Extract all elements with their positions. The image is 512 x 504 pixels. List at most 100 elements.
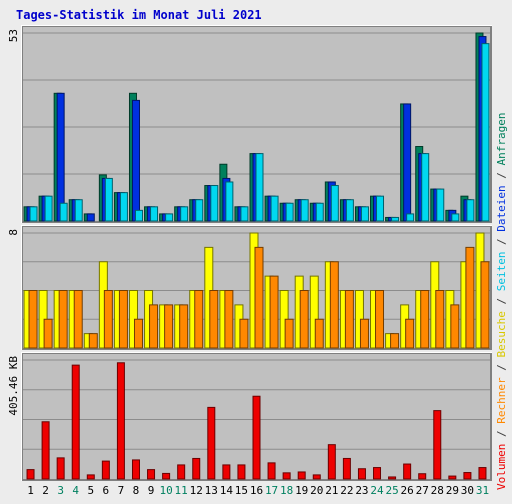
bar-rechner-day-24 <box>375 290 385 349</box>
bar-seiten-day-19 <box>300 199 309 222</box>
bar-seiten-day-24 <box>376 195 385 222</box>
bar-rechner-day-25 <box>390 333 400 349</box>
x-tick-label-day-8: 8 <box>133 484 140 497</box>
panel-max-label: 405.46 KB <box>7 356 20 416</box>
bar-volumen-day-24 <box>373 467 382 480</box>
bar-rechner-day-20 <box>314 318 324 349</box>
bar-rechner-day-22 <box>344 290 354 349</box>
bar-seiten-day-10 <box>165 213 174 222</box>
bar-volumen-day-19 <box>297 471 306 480</box>
x-tick-label-day-19: 19 <box>295 484 308 497</box>
right-legend-item: Anfragen <box>495 112 508 172</box>
bar-volumen-day-11 <box>177 464 186 480</box>
bar-seiten-day-9 <box>150 206 159 222</box>
x-tick-label-day-7: 7 <box>118 484 125 497</box>
bar-rechner-day-21 <box>329 261 339 349</box>
bar-seiten-day-6 <box>104 177 113 222</box>
bar-rechner-day-31 <box>480 261 490 349</box>
x-tick-label-day-22: 22 <box>340 484 353 497</box>
bar-rechner-day-4 <box>73 290 83 349</box>
bar-dateien-day-5 <box>86 213 95 222</box>
bar-volumen-day-6 <box>101 460 110 480</box>
bar-besuche-day-20 <box>309 275 319 349</box>
bar-seiten-day-26 <box>406 213 415 222</box>
x-tick-label-day-4: 4 <box>72 484 79 497</box>
x-tick-label-day-12: 12 <box>190 484 203 497</box>
bar-volumen-day-23 <box>357 468 366 480</box>
bar-seiten-day-14 <box>225 181 234 222</box>
bar-volumen-day-1 <box>26 469 35 480</box>
bar-volumen-day-14 <box>222 464 231 480</box>
bar-volumen-day-8 <box>131 459 140 480</box>
x-tick-label-day-27: 27 <box>416 484 429 497</box>
bar-seiten-day-3 <box>59 202 68 222</box>
x-tick-label-day-28: 28 <box>431 484 444 497</box>
panel-visits: 8 <box>7 225 492 350</box>
x-tick-label-day-5: 5 <box>87 484 94 497</box>
right-legend-labels: Volumen / Rechner / Besuche / Seiten / D… <box>495 112 508 490</box>
bar-seiten-day-2 <box>44 195 53 222</box>
bar-rechner-day-28 <box>435 290 445 349</box>
right-legend-item: Seiten <box>495 252 508 298</box>
bar-seiten-day-21 <box>330 185 339 222</box>
x-tick-label-day-1: 1 <box>27 484 34 497</box>
x-tick-label-day-2: 2 <box>42 484 49 497</box>
panel-max-label: 53 <box>7 29 20 42</box>
bar-rechner-day-12 <box>194 290 204 349</box>
bar-dateien-day-3 <box>56 92 65 222</box>
bar-seiten-day-27 <box>421 153 430 222</box>
bar-rechner-day-23 <box>359 318 369 349</box>
right-legend-item: / <box>495 238 508 251</box>
right-legend-item: / <box>495 298 508 311</box>
x-tick-label-day-9: 9 <box>148 484 155 497</box>
bar-volumen-day-17 <box>267 462 276 480</box>
bar-volumen-day-26 <box>403 463 412 480</box>
bar-volumen-day-25 <box>388 476 397 480</box>
bar-seiten-day-1 <box>29 206 38 222</box>
bar-seiten-day-23 <box>360 206 369 222</box>
bar-seiten-day-17 <box>270 195 279 222</box>
bar-rechner-day-18 <box>284 318 294 349</box>
bar-seiten-day-13 <box>210 185 219 222</box>
bar-rechner-day-3 <box>58 290 68 349</box>
bar-volumen-day-5 <box>86 474 95 480</box>
bar-seiten-day-18 <box>285 202 294 222</box>
bar-seiten-day-30 <box>466 199 475 222</box>
right-legend-item: Volumen <box>495 444 508 490</box>
x-tick-label-day-23: 23 <box>355 484 368 497</box>
right-legend-item: / <box>495 172 508 185</box>
x-tick-label-day-24: 24 <box>370 484 384 497</box>
bar-rechner-day-15 <box>239 318 249 349</box>
x-tick-label-day-21: 21 <box>325 484 338 497</box>
x-tick-label-day-16: 16 <box>250 484 263 497</box>
bar-rechner-day-11 <box>179 304 189 349</box>
bar-rechner-day-7 <box>118 290 128 349</box>
bar-rechner-day-8 <box>133 318 143 349</box>
right-legend-item: / <box>495 364 508 377</box>
x-tick-label-day-25: 25 <box>385 484 398 497</box>
bar-rechner-day-5 <box>88 333 98 349</box>
bar-volumen-day-9 <box>147 469 156 480</box>
bar-rechner-day-1 <box>28 290 38 349</box>
bar-volumen-day-13 <box>207 406 216 480</box>
bar-seiten-day-7 <box>119 192 128 222</box>
right-legend-item: Dateien <box>495 185 508 238</box>
bar-seiten-day-25 <box>391 216 400 222</box>
bar-rechner-day-14 <box>224 290 234 349</box>
bar-volumen-day-16 <box>252 395 261 480</box>
x-tick-label-day-20: 20 <box>310 484 323 497</box>
right-legend-item: / <box>495 430 508 443</box>
bar-rechner-day-2 <box>43 318 53 349</box>
bar-seiten-day-12 <box>195 199 204 222</box>
bar-volumen-day-12 <box>192 457 201 480</box>
bar-rechner-day-17 <box>269 275 279 349</box>
bar-volumen-day-28 <box>433 410 442 480</box>
bar-seiten-day-16 <box>255 153 264 222</box>
bar-rechner-day-19 <box>299 290 309 349</box>
right-legend-item: Rechner <box>495 377 508 430</box>
bar-seiten-day-8 <box>134 209 143 222</box>
bar-rechner-day-30 <box>465 246 475 349</box>
x-tick-label-day-31: 31 <box>476 484 489 497</box>
right-legend-item: Besuche <box>495 311 508 364</box>
